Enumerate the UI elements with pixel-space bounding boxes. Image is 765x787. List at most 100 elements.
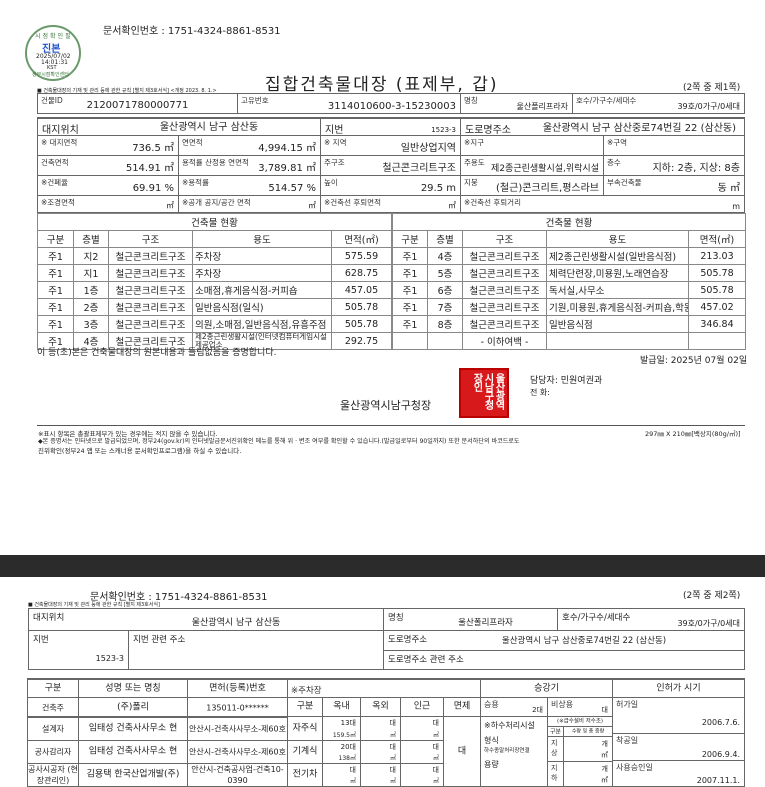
tank-below: 개 ㎡ (563, 761, 613, 787)
floor-cell: 지2 (73, 247, 109, 265)
area-cell (687, 332, 747, 350)
status-row: 주1 1층 철근콘크리트구조 소매점,휴게음식점-커피숍 457.05 (37, 281, 393, 299)
label: 사용승인일 (616, 763, 653, 772)
authenticity-seal: 시점확인필 진본 2025/07/02 14:01:31 KST 정부시점확인센… (25, 25, 81, 81)
division-cell: 주1 (37, 247, 74, 265)
header-cell: 면허(등록)번호 (187, 678, 288, 698)
parking-area: 159.5㎡ (332, 732, 356, 739)
value: 일반상업지역 (400, 143, 456, 154)
structure-cell: 철근콘크리트구조 (462, 281, 547, 299)
label: 구분 (549, 728, 562, 735)
label: 용적률 산정용 연면적 (182, 158, 249, 167)
status-row: 주1 8층 철근콘크리트구조 일반음식점 346.84 (392, 315, 747, 333)
structure-cell: 철근콘크리트구조 (462, 247, 547, 265)
height-cell: 높이 29.5 m (320, 175, 461, 196)
issuer: 울산광역시남구청장 (340, 399, 432, 412)
division-cell: 주1 (37, 264, 74, 282)
usage-cell: 일반음식점(일식) (192, 298, 332, 316)
parking-area: ㎡ (432, 755, 439, 762)
structure-cell: 철근콘크리트구조 (462, 264, 547, 282)
value: 2006.9.4. (701, 750, 740, 759)
usage-cell: 주차장 (192, 264, 332, 282)
status-row: 주1 6층 철근콘크리트구조 독서실,사무소 505.78 (392, 281, 747, 299)
label: 주용도 (464, 158, 485, 167)
issue-date: 발급일: 2025년 07월 02일 (640, 356, 748, 366)
page-indicator-2: (2쪽 중 제2쪽) (683, 591, 741, 601)
license-no: 안산시-건축사사무소-제60호 (189, 724, 286, 733)
parking-area: ㎡ (389, 732, 396, 739)
header-cell: 성명 또는 명칭 (78, 678, 188, 698)
division-cell: 주1 (392, 281, 428, 299)
structure-cell: 철근콘크리트구조 (462, 315, 547, 333)
floor-cell: 5층 (427, 264, 463, 282)
col-header: 용도 (192, 230, 332, 248)
elevator-header: 승강기 (480, 678, 613, 698)
setback-area-cell: ※건축선 후퇴면적 ㎡ (320, 195, 461, 213)
official-stamp: 울산광역시남구청장인 (459, 368, 509, 418)
parking-area: ㎡ (432, 778, 439, 785)
value: 개 (601, 740, 608, 748)
structure-cell: 철근콘크리트구조 (108, 332, 193, 350)
footnote-2: ◆본 증명서는 인터넷으로 발급되었으며, 정부24(gov.kr)의 인터넷발… (38, 438, 520, 445)
label: ※건축선 후퇴거리 (464, 198, 521, 207)
person-name: (주)폴리 (117, 702, 149, 712)
division-cell: 주1 (392, 298, 428, 316)
lot-number: 1523-3 (431, 126, 456, 134)
label: ※건축선 후퇴면적 (324, 198, 381, 207)
person-cell: 안산시-건축공사업-건축10-0390 (187, 763, 288, 787)
structure-cell: 철근콘크리트구조 (108, 315, 193, 333)
floor-cell: 4층 (73, 332, 109, 350)
parking-col-header: 인근 (400, 697, 444, 717)
lot-cell: 지번 1523-3 (320, 117, 461, 136)
status-row: 주1 4층 철근콘크리트구조 제2종근린생활시설(인터넷컴퓨터게임시설제공업소 292.… (37, 332, 393, 350)
permits-title: 인허가 시기 (656, 683, 701, 693)
parking-type: 전기차 (292, 769, 318, 780)
approval-date-cell: 사용승인일 2007.11.1. (612, 760, 745, 787)
role: 공사시공자 (현장관리인) (28, 765, 78, 785)
seal-bottom-text: 정부시점확인센터 (32, 72, 69, 78)
parking-cell: 대 ㎡ (360, 740, 401, 764)
open-space-cell: ※공개 공지/공간 면적 ㎡ (178, 195, 321, 213)
structure-cell: 철근콘크리트구조 (462, 298, 547, 316)
value: 3,789.81 ㎡ (258, 163, 316, 174)
value: 대 (601, 706, 608, 714)
seal-date: 2025/07/02 (36, 53, 71, 60)
doc-number: 문서확인번호 : 1751-4324-8861-8531 (103, 26, 281, 37)
division-cell: 주1 (392, 247, 428, 265)
parking-area: ㎡ (349, 778, 356, 785)
parking-area: 138㎡ (338, 755, 356, 762)
person-cell: 안산시-건축사사무소-제60호 (187, 740, 288, 764)
label: 옥내 (333, 701, 350, 712)
value: 제2종근린생활시설,위락시설 (491, 164, 599, 174)
label: ※ 지역 (324, 138, 347, 147)
person-name: 임태성 건축사사무소 현 (88, 723, 178, 733)
label: 비상용 (551, 700, 574, 709)
label: 지하 (551, 764, 558, 782)
structure-cell: 주구조 철근콘크리트구조 (320, 155, 461, 176)
area-cell: 505.78 (330, 315, 393, 333)
tank-above: 개 ㎡ (563, 736, 613, 762)
label: 수량 및 총 중량 (571, 728, 605, 734)
person-name: 김용택 한국산업개발(주) (86, 769, 180, 780)
label: 구분 (296, 701, 314, 712)
units: 39호/0가구/0세대 (677, 102, 740, 111)
building-status-table-left: 건축물 현황 구분 층별 구조 용도 면적(㎡) 주1 지2 철근콘크리트구조 주차장 575.… (36, 213, 393, 350)
status-title: 건축물 현황 (36, 213, 393, 231)
parking-title: ※주차장 (291, 686, 322, 696)
usage-cell: 일반음식점 (546, 315, 689, 333)
label: ※용적률 (182, 178, 209, 187)
parking-type: 기계식 (292, 746, 318, 757)
label: 명칭 (464, 96, 478, 105)
usage-cell: 제2종근린생활시설(일반음식점) (546, 247, 689, 265)
parking-cell: 20대 138㎡ (322, 740, 361, 764)
value: 514.91 ㎡ (125, 163, 174, 174)
person-cell: (주)폴리 (78, 697, 188, 718)
status-row: - 이하여백 - (392, 332, 747, 350)
col-header: 구조 (108, 230, 193, 248)
floor-cell: 지1 (73, 264, 109, 282)
value: ㎡ (308, 201, 316, 210)
area-cell: 292.75 (330, 332, 393, 350)
parking-col-header: 옥내 (322, 697, 361, 717)
value: 2대 (532, 706, 543, 714)
